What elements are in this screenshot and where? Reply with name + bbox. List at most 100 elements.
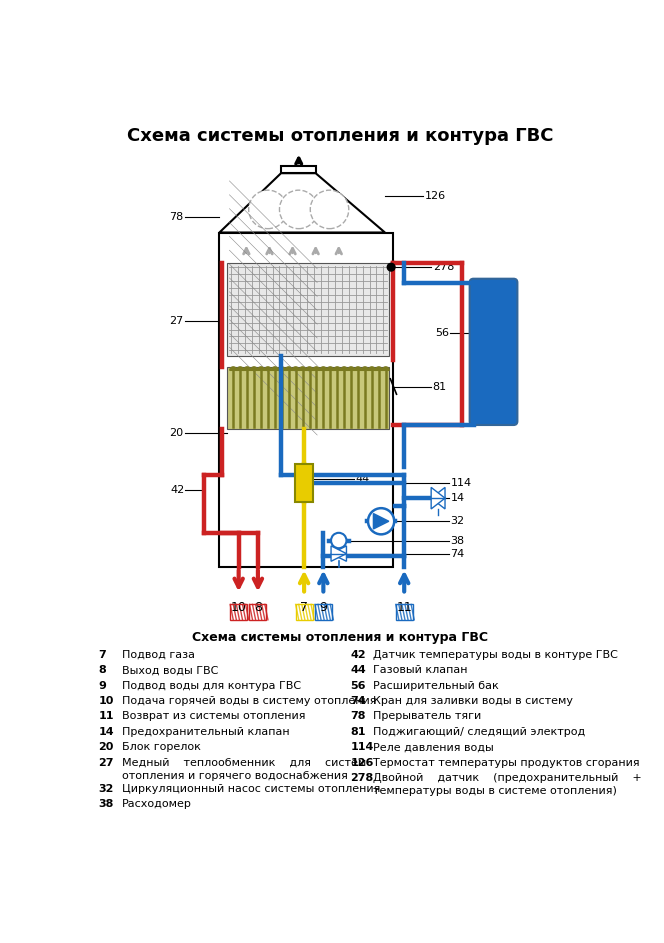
Text: Блок горелок: Блок горелок xyxy=(122,742,201,753)
Text: Датчик температуры воды в контуре ГВС: Датчик температуры воды в контуре ГВС xyxy=(373,650,618,660)
Wedge shape xyxy=(313,367,320,371)
Text: Расходомер: Расходомер xyxy=(122,800,191,809)
Wedge shape xyxy=(278,367,286,371)
Bar xyxy=(250,604,266,620)
Polygon shape xyxy=(331,546,347,561)
Wedge shape xyxy=(320,367,327,371)
Text: 10: 10 xyxy=(98,696,114,706)
Text: 8: 8 xyxy=(98,665,106,675)
Text: Кран для заливки воды в систему: Кран для заливки воды в систему xyxy=(373,696,574,706)
Wedge shape xyxy=(230,367,237,371)
Text: 44: 44 xyxy=(356,474,370,484)
Text: 78: 78 xyxy=(351,711,366,721)
Bar xyxy=(219,233,392,568)
Wedge shape xyxy=(306,367,313,371)
Circle shape xyxy=(310,190,349,228)
Wedge shape xyxy=(272,367,278,371)
Text: 81: 81 xyxy=(433,382,447,391)
Wedge shape xyxy=(327,367,334,371)
Text: 32: 32 xyxy=(450,516,465,526)
Text: Термостат температуры продуктов сгорания: Термостат температуры продуктов сгорания xyxy=(373,757,640,768)
Text: 20: 20 xyxy=(98,742,114,753)
Wedge shape xyxy=(258,367,264,371)
Text: 126: 126 xyxy=(351,757,374,768)
Text: 27: 27 xyxy=(169,316,183,326)
Bar xyxy=(295,464,313,502)
Wedge shape xyxy=(361,367,369,371)
Circle shape xyxy=(249,190,287,228)
Bar xyxy=(315,604,332,620)
Text: Медный    теплообменник    для    систем: Медный теплообменник для систем xyxy=(122,757,366,768)
Text: 20: 20 xyxy=(169,428,183,438)
Bar xyxy=(230,604,247,620)
Text: 7: 7 xyxy=(300,601,308,614)
Wedge shape xyxy=(382,367,389,371)
Text: 74: 74 xyxy=(450,549,465,558)
Text: Предохранительный клапан: Предохранительный клапан xyxy=(122,727,290,736)
Bar xyxy=(396,604,413,620)
Wedge shape xyxy=(341,367,348,371)
Wedge shape xyxy=(244,367,250,371)
Text: 78: 78 xyxy=(169,212,183,223)
Wedge shape xyxy=(369,367,375,371)
Wedge shape xyxy=(299,367,306,371)
Text: Поджигающий/ следящий электрод: Поджигающий/ следящий электрод xyxy=(373,727,586,736)
Text: Схема системы отопления и контура ГВС: Схема системы отопления и контура ГВС xyxy=(127,127,554,145)
Circle shape xyxy=(387,263,395,271)
Text: 38: 38 xyxy=(98,800,114,809)
Wedge shape xyxy=(355,367,361,371)
Wedge shape xyxy=(286,367,292,371)
Text: 126: 126 xyxy=(425,191,446,201)
Text: Циркуляционный насос системы отопления: Циркуляционный насос системы отопления xyxy=(122,784,380,794)
Circle shape xyxy=(331,533,347,548)
Polygon shape xyxy=(373,514,389,529)
Bar xyxy=(227,367,389,429)
Text: 11: 11 xyxy=(98,711,114,721)
Wedge shape xyxy=(250,367,258,371)
Polygon shape xyxy=(431,488,445,509)
Bar xyxy=(295,604,313,620)
Text: 27: 27 xyxy=(98,757,114,768)
Text: Подача горячей воды в систему отопления: Подача горячей воды в систему отопления xyxy=(122,696,376,706)
Wedge shape xyxy=(334,367,341,371)
Polygon shape xyxy=(219,174,385,233)
Text: Возврат из системы отопления: Возврат из системы отопления xyxy=(122,711,305,721)
Wedge shape xyxy=(237,367,244,371)
Text: Подвод воды для контура ГВС: Подвод воды для контура ГВС xyxy=(122,681,301,690)
Text: Выход воды ГВС: Выход воды ГВС xyxy=(122,665,218,675)
Text: 114: 114 xyxy=(450,478,471,488)
Text: 14: 14 xyxy=(450,493,465,504)
Polygon shape xyxy=(431,488,445,509)
Wedge shape xyxy=(348,367,355,371)
Polygon shape xyxy=(281,166,315,174)
Text: 11: 11 xyxy=(396,601,412,614)
Text: 278: 278 xyxy=(433,262,454,273)
Text: 56: 56 xyxy=(435,327,449,338)
Text: Газовый клапан: Газовый клапан xyxy=(373,665,468,675)
Text: Реле давления воды: Реле давления воды xyxy=(373,742,494,753)
Text: 44: 44 xyxy=(351,665,366,675)
Text: 278: 278 xyxy=(351,773,374,783)
Text: Прерыватель тяги: Прерыватель тяги xyxy=(373,711,481,721)
Text: 81: 81 xyxy=(351,727,366,736)
Text: 114: 114 xyxy=(351,742,374,753)
Circle shape xyxy=(280,190,318,228)
Text: Подвод газа: Подвод газа xyxy=(122,650,195,660)
Text: 42: 42 xyxy=(171,486,185,495)
Circle shape xyxy=(368,508,394,535)
Text: Расширительный бак: Расширительный бак xyxy=(373,681,499,690)
Wedge shape xyxy=(375,367,382,371)
Text: отопления и горячего водоснабжения: отопления и горячего водоснабжения xyxy=(122,770,347,781)
Text: 42: 42 xyxy=(351,650,366,660)
Text: 38: 38 xyxy=(450,536,465,545)
Polygon shape xyxy=(331,546,347,561)
Text: температуры воды в системе отопления): температуры воды в системе отопления) xyxy=(373,786,618,796)
Text: 32: 32 xyxy=(98,784,114,794)
Text: 74: 74 xyxy=(351,696,366,706)
Text: 7: 7 xyxy=(98,650,106,660)
Wedge shape xyxy=(292,367,299,371)
Text: 8: 8 xyxy=(254,601,262,614)
Bar xyxy=(227,263,389,356)
Text: 9: 9 xyxy=(98,681,106,690)
Text: 56: 56 xyxy=(351,681,366,690)
